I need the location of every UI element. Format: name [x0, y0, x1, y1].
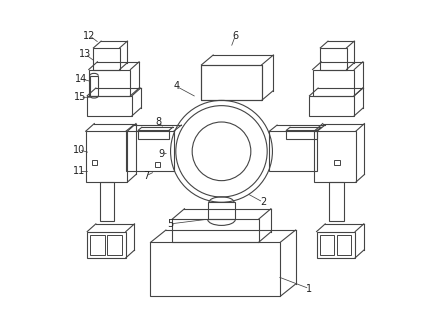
Text: 9: 9	[158, 149, 164, 159]
Bar	[93, 48, 120, 70]
Bar	[317, 232, 355, 258]
Text: 14: 14	[75, 74, 87, 84]
Bar	[286, 130, 317, 139]
Bar	[202, 65, 262, 100]
Bar	[89, 70, 130, 96]
Bar	[337, 235, 351, 255]
Bar	[310, 96, 354, 116]
Bar	[269, 131, 317, 171]
Text: 4: 4	[174, 82, 180, 91]
Bar	[334, 160, 340, 165]
Text: 7: 7	[143, 171, 149, 181]
Text: 12: 12	[83, 31, 96, 41]
Text: 1: 1	[307, 284, 313, 294]
Bar	[126, 131, 174, 171]
Text: 5: 5	[167, 219, 174, 229]
Text: 2: 2	[260, 197, 266, 207]
Bar	[107, 235, 122, 255]
Bar	[151, 243, 280, 296]
Bar	[87, 96, 132, 116]
Bar	[320, 48, 346, 70]
Text: 15: 15	[74, 92, 86, 102]
Bar	[92, 160, 97, 165]
Bar	[329, 182, 344, 221]
Text: 6: 6	[232, 31, 238, 41]
Bar	[89, 76, 98, 96]
Bar	[100, 182, 114, 221]
Bar	[172, 219, 259, 243]
Bar	[85, 131, 127, 182]
Bar	[138, 130, 169, 139]
Text: 13: 13	[79, 49, 91, 59]
Bar	[320, 235, 334, 255]
Bar	[314, 131, 356, 182]
Bar	[155, 162, 160, 167]
Bar	[313, 70, 354, 96]
Text: 10: 10	[73, 145, 85, 155]
Bar	[202, 65, 262, 100]
Bar	[90, 235, 105, 255]
Text: 11: 11	[73, 166, 85, 176]
Text: 8: 8	[155, 117, 161, 127]
Bar	[87, 232, 126, 258]
Bar	[208, 202, 235, 219]
